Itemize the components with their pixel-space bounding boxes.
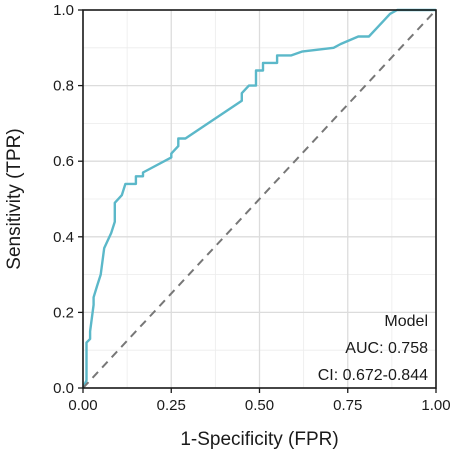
series-layer [81,8,437,389]
plot-frame [82,9,437,389]
roc-curve [81,8,436,389]
x-tick-label: 0.75 [333,397,362,414]
y-tick-label: 0.2 [53,304,74,321]
x-tick-label: 0.00 [68,397,97,414]
y-tick-label: 0.4 [53,229,74,246]
y-tick-labels: 0.0 0.2 0.4 0.6 0.8 1.0 [53,2,74,397]
ci-annotation: CI: 0.672-0.844 [318,367,428,384]
y-tick-label: 0.8 [53,78,74,95]
x-tick-labels: 0.00 0.25 0.50 0.75 1.00 [68,397,450,414]
x-tick-label: 1.00 [421,397,450,414]
x-tick-label: 0.50 [245,397,274,414]
legend-model-label: Model [384,313,428,330]
y-tick-label: 0.6 [53,153,74,170]
diagonal-reference-line [82,9,437,389]
y-tick-label: 1.0 [53,2,74,19]
y-axis-title: Sensitivity (TPR) [4,128,25,269]
x-axis-title: 1-Specificity (FPR) [180,429,338,450]
y-tick-label: 0.0 [53,380,74,397]
x-tick-label: 0.25 [157,397,186,414]
ticks-layer [78,9,437,393]
auc-annotation: AUC: 0.758 [345,340,428,357]
